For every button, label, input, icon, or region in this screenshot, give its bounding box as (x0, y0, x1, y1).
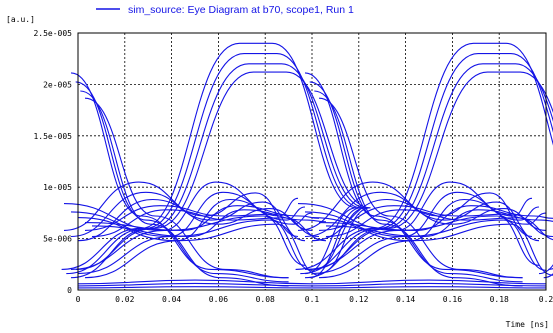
eye-trace-low-rise (84, 223, 320, 279)
legend: sim_source: Eye Diagram at b70, scope1, … (96, 4, 354, 16)
x-tick-label: 0.18 (490, 295, 509, 304)
eye-trace-low-rise (318, 223, 553, 279)
x-axis-label: Time [ns] (506, 320, 549, 329)
x-tick-label: 0.06 (209, 295, 228, 304)
y-axis-unit: [a.u.] (6, 15, 35, 24)
eye-trace-floor (311, 279, 547, 285)
y-tick-label: 2e-005 (43, 80, 72, 89)
legend-label: sim_source: Eye Diagram at b70, scope1, … (128, 4, 354, 16)
y-tick-labels: 0 5e-006 1e-005 1.5e-005 2e-005 2.5e-005 (33, 29, 72, 295)
eye-trace-low-rise (70, 215, 306, 270)
eye-trace-falling-from-high (80, 90, 289, 287)
x-tick-labels: 0 0.02 0.04 0.06 0.08 0.1 0.12 0.14 0.16 0.18 0.2 (76, 295, 553, 304)
grid (78, 33, 546, 290)
eye-trace-mid-cross (70, 191, 306, 238)
eye-trace-floor (77, 286, 313, 289)
eye-trace-mid-band (311, 198, 547, 242)
y-tick-label: 1e-005 (43, 183, 72, 192)
x-tick-label: 0.14 (396, 295, 415, 304)
x-tick-label: 0.02 (115, 295, 134, 304)
eye-trace-rising-peak (309, 71, 553, 274)
y-tick-label: 1.5e-005 (33, 132, 72, 141)
x-tick-label: 0.2 (539, 295, 553, 304)
x-tick-label: 0 (76, 295, 81, 304)
eye-trace-mid-cross (84, 205, 320, 231)
eye-trace-low-rise (304, 215, 540, 270)
eye-trace-mid-cross (297, 181, 533, 231)
plot-frame (77, 32, 547, 291)
eye-traces (61, 42, 553, 289)
eye-trace-low-rise (77, 219, 313, 275)
x-tick-label: 0.16 (443, 295, 462, 304)
eye-trace-mid-band (70, 191, 306, 242)
x-tick-label: 0.1 (305, 295, 320, 304)
y-tick-label: 5e-006 (43, 235, 72, 244)
y-tick-label: 0 (67, 286, 72, 295)
eye-trace-mid-cross (63, 181, 299, 231)
eye-trace-floor (77, 282, 313, 287)
x-tick-label: 0.12 (349, 295, 368, 304)
eye-trace-mid-cross (304, 191, 540, 238)
y-tick-label: 2.5e-005 (33, 29, 72, 38)
eye-trace-rising-peak (66, 53, 362, 279)
eye-trace-mid-band (304, 191, 540, 242)
eye-trace-mid-cross (318, 205, 553, 231)
eye-trace-rising-peak (304, 63, 553, 279)
eye-trace-floor (311, 286, 547, 289)
eye-trace-floor (77, 279, 313, 285)
eye-trace-low-rise (311, 219, 547, 275)
eye-trace-floor (311, 282, 547, 287)
eye-trace-falling-from-high (314, 90, 523, 287)
eye-trace-falling-from-high (318, 97, 523, 279)
eye-trace-mid-band (77, 198, 313, 242)
x-tick-label: 0.08 (256, 295, 275, 304)
eye-trace-falling-from-high (84, 97, 289, 279)
x-tick-label: 0.04 (162, 295, 181, 304)
